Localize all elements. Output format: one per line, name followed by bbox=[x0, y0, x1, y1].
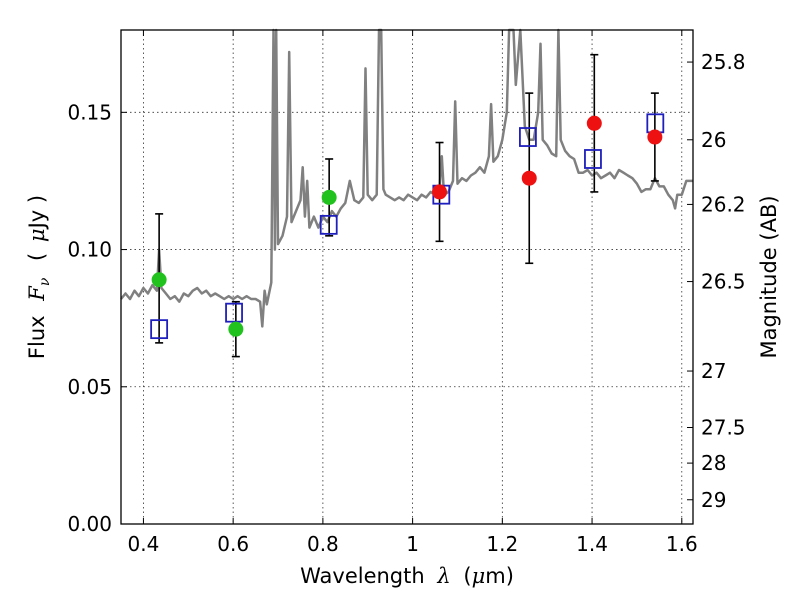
grid-layer bbox=[121, 30, 693, 525]
green-point-0 bbox=[151, 272, 167, 288]
model-box-2 bbox=[319, 214, 338, 235]
y2-tick-label-2: 26.2 bbox=[701, 192, 746, 216]
y2-axis-label: Magnitude (AB) bbox=[757, 195, 781, 358]
red-point-1 bbox=[521, 170, 537, 186]
plot-frame bbox=[120, 29, 694, 525]
model-box-4 bbox=[519, 127, 537, 147]
red-point-3 bbox=[647, 129, 663, 145]
tick-layer: 0.4 0.6 0.8 1 1.2 1.4 1.6 0.00 0.05 0.10 0.15 25.8 2… bbox=[67, 30, 746, 556]
x-tick-label-4: 1.2 bbox=[486, 532, 518, 556]
model-box-0 bbox=[150, 319, 169, 340]
y2-tick-label-0: 25.8 bbox=[701, 50, 746, 74]
red-point-0 bbox=[432, 184, 448, 200]
y-tick-label-3: 0.15 bbox=[67, 100, 112, 124]
y2-tick-label-6: 28 bbox=[701, 451, 726, 475]
model-spectrum-layer bbox=[120, 28, 693, 328]
y2-tick-label-4: 27 bbox=[701, 359, 726, 383]
y-tick-label-1: 0.05 bbox=[67, 375, 112, 399]
green-point-1 bbox=[228, 321, 244, 337]
y2-tick-label-3: 26.5 bbox=[701, 270, 746, 294]
model-box-1 bbox=[225, 302, 243, 323]
green-point-2 bbox=[321, 189, 337, 205]
x-tick-label-2: 0.8 bbox=[307, 532, 339, 556]
y-tick-label-0: 0.00 bbox=[67, 512, 112, 536]
y2-tick-label-7: 29 bbox=[701, 488, 726, 512]
y2-tick-label-1: 26 bbox=[701, 128, 726, 152]
y-axis-label: Flux Fν ( μJy ) bbox=[25, 195, 54, 359]
y2-tick-label-5: 27.5 bbox=[701, 415, 746, 439]
model-box-5 bbox=[584, 149, 602, 169]
x-tick-label-1: 0.6 bbox=[217, 532, 249, 556]
x-tick-label-3: 1 bbox=[406, 532, 419, 556]
x-tick-label-6: 1.6 bbox=[666, 532, 698, 556]
x-tick-label-5: 1.4 bbox=[576, 532, 608, 556]
marker-layer bbox=[150, 53, 665, 358]
x-tick-label-0: 0.4 bbox=[128, 532, 160, 556]
red-point-2 bbox=[586, 115, 602, 131]
y-tick-label-2: 0.10 bbox=[67, 238, 112, 262]
model-spectrum-line bbox=[120, 28, 693, 328]
x-axis-label: Wavelength λ (μm) bbox=[300, 564, 514, 588]
